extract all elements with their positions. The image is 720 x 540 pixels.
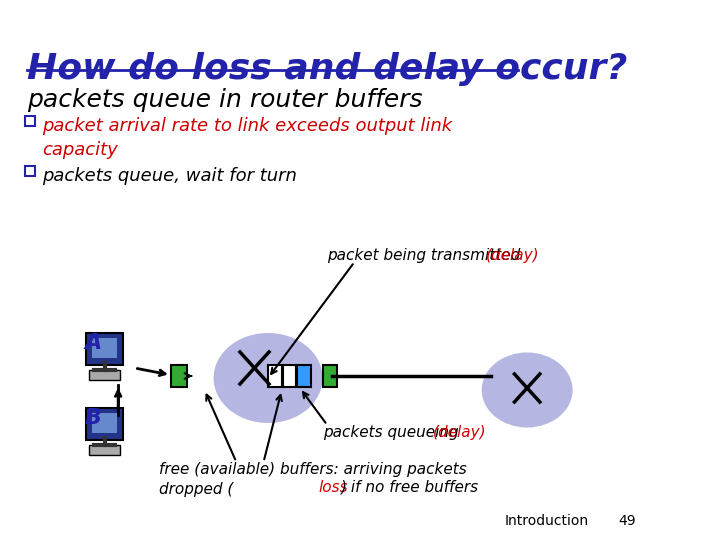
FancyBboxPatch shape	[91, 338, 117, 358]
Text: Introduction: Introduction	[505, 514, 588, 528]
FancyBboxPatch shape	[25, 116, 35, 126]
Text: packets queue, wait for turn: packets queue, wait for turn	[42, 167, 297, 185]
Text: (delay): (delay)	[433, 425, 486, 440]
FancyBboxPatch shape	[268, 365, 282, 387]
Text: ) if no free buffers: ) if no free buffers	[341, 480, 479, 495]
FancyBboxPatch shape	[323, 365, 337, 387]
Text: packets queueing: packets queueing	[323, 425, 463, 440]
FancyBboxPatch shape	[89, 445, 120, 455]
Text: loss: loss	[318, 480, 348, 495]
Ellipse shape	[214, 333, 323, 423]
Text: A: A	[84, 333, 102, 353]
FancyBboxPatch shape	[89, 370, 120, 380]
FancyBboxPatch shape	[171, 365, 187, 387]
FancyBboxPatch shape	[86, 408, 122, 440]
Text: B: B	[84, 408, 102, 428]
Text: packet arrival rate to link exceeds output link
capacity: packet arrival rate to link exceeds outp…	[42, 117, 452, 159]
Ellipse shape	[482, 353, 572, 428]
Text: free (available) buffers: arriving packets
dropped (: free (available) buffers: arriving packe…	[159, 462, 467, 497]
Text: 49: 49	[618, 514, 636, 528]
Text: packet being transmitted: packet being transmitted	[327, 248, 526, 263]
FancyBboxPatch shape	[283, 365, 297, 387]
Text: How do loss and delay occur?: How do loss and delay occur?	[27, 52, 628, 86]
Text: (delay): (delay)	[486, 248, 540, 263]
FancyBboxPatch shape	[91, 413, 117, 433]
FancyBboxPatch shape	[25, 166, 35, 176]
FancyBboxPatch shape	[86, 333, 122, 365]
FancyBboxPatch shape	[297, 365, 311, 387]
Text: packets queue in router buffers: packets queue in router buffers	[27, 88, 423, 112]
